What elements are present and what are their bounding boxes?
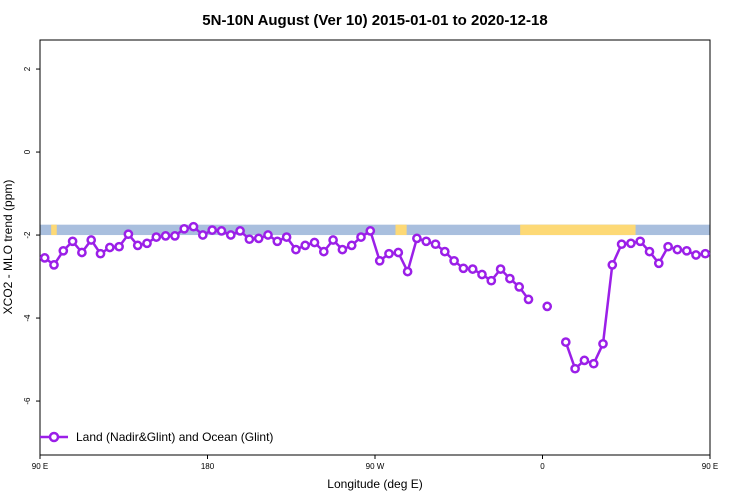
data-point: [393, 247, 404, 258]
data-point: [346, 240, 357, 251]
data-point: [402, 266, 413, 277]
x-tick-label: 90 W: [366, 462, 385, 471]
x-tick-label: 180: [201, 462, 215, 471]
data-point: [430, 239, 441, 250]
data-point: [691, 250, 701, 260]
data-point: [653, 258, 664, 269]
data-point: [86, 235, 97, 245]
x-axis-label: Longitude (deg E): [327, 477, 422, 491]
data-point: [560, 337, 571, 347]
series-line: [564, 240, 706, 370]
y-axis-label: XCO2 - MLO trend (ppm): [1, 180, 15, 315]
data-point: [449, 255, 459, 266]
data-point: [272, 236, 283, 247]
data-point: [356, 232, 366, 242]
y-tick-label: 2: [23, 66, 32, 71]
data-point: [77, 247, 87, 258]
x-tick-label: 0: [540, 462, 545, 471]
data-point: [477, 269, 487, 280]
land-band: [51, 224, 57, 236]
legend-marker: [48, 431, 60, 443]
data-point: [132, 240, 143, 251]
data-point: [309, 237, 320, 248]
data-point: [681, 245, 692, 256]
legend: Land (Nadir&Glint) and Ocean (Glint): [40, 430, 273, 444]
land-band: [395, 224, 407, 236]
chart-title: 5N-10N August (Ver 10) 2015-01-01 to 202…: [202, 12, 547, 29]
data-point: [188, 221, 199, 232]
data-point: [588, 358, 599, 369]
y-tick-label: 0: [23, 149, 32, 154]
data-point: [412, 233, 422, 244]
data-point: [663, 241, 673, 252]
data-point: [197, 230, 208, 240]
data-point: [207, 225, 218, 235]
data-point: [160, 231, 171, 241]
data-point: [607, 260, 618, 270]
data-point: [95, 248, 106, 259]
data-point: [626, 238, 636, 249]
data-point: [328, 235, 338, 245]
legend-label: Land (Nadir&Glint) and Ocean (Glint): [76, 430, 273, 444]
data-point: [235, 226, 245, 236]
data-point: [523, 294, 534, 305]
data-point: [495, 264, 506, 274]
data-point: [67, 236, 78, 247]
data-point: [281, 232, 292, 242]
data-point: [505, 273, 515, 284]
land-band: [520, 224, 636, 236]
data-point: [39, 253, 50, 263]
data-point: [318, 246, 329, 257]
data-point: [616, 239, 627, 250]
data-point: [467, 264, 478, 274]
data-point: [123, 229, 134, 240]
data-series: [39, 221, 711, 374]
data-point: [300, 240, 311, 251]
data-point: [179, 223, 190, 234]
y-tick-label: -4: [23, 314, 32, 322]
data-point: [542, 301, 553, 312]
data-point: [514, 282, 525, 292]
data-point: [374, 255, 385, 266]
data-point: [458, 263, 469, 274]
data-point: [337, 244, 348, 255]
data-point: [439, 246, 450, 257]
axis-ticks: 90 E 180 90 W 0 90 E 2 0 -2 -4 -6: [23, 66, 718, 471]
data-point: [486, 275, 497, 286]
data-point: [700, 248, 711, 259]
data-point: [598, 338, 608, 349]
data-point: [244, 234, 255, 245]
data-point: [291, 244, 301, 255]
data-point: [225, 230, 236, 240]
data-point: [216, 226, 227, 236]
data-point: [579, 355, 590, 366]
data-point: [672, 244, 683, 255]
data-point: [253, 233, 264, 244]
data-point: [104, 242, 115, 253]
data-point: [635, 236, 646, 247]
data-point: [570, 363, 580, 374]
data-point: [142, 238, 152, 249]
data-point: [114, 241, 124, 252]
data-point: [49, 260, 59, 270]
x-tick-label: 90 E: [32, 462, 48, 471]
data-point: [263, 230, 273, 240]
data-point: [644, 246, 655, 257]
x-tick-label: 90 E: [702, 462, 718, 471]
data-point: [421, 236, 432, 247]
data-point: [58, 245, 69, 256]
y-tick-label: -2: [23, 231, 32, 239]
data-point: [151, 232, 162, 242]
y-tick-label: -6: [23, 397, 32, 405]
data-point: [170, 231, 180, 241]
data-point: [384, 248, 394, 259]
data-point: [365, 226, 376, 236]
